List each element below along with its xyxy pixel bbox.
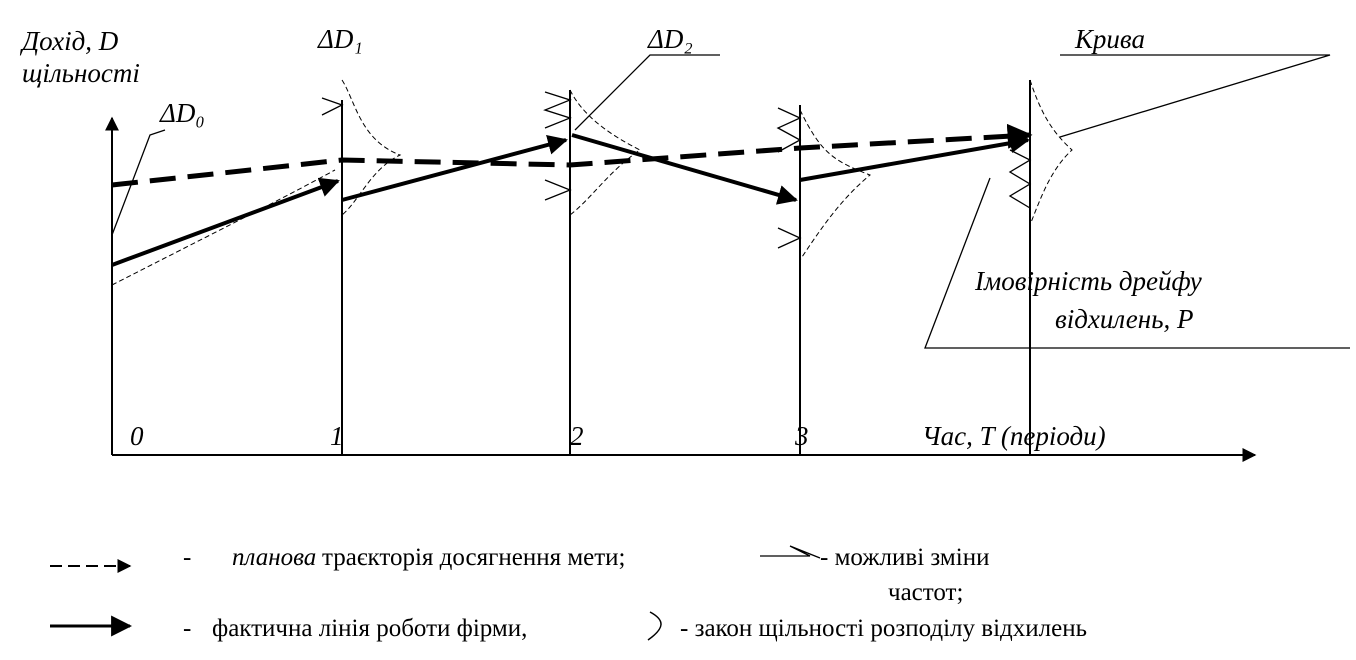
probability-label: Імовірність дрейфу <box>974 266 1202 296</box>
density-curves <box>111 79 1073 286</box>
pointer-lines <box>111 54 1350 349</box>
delta-label: ΔD₀ <box>159 98 205 128</box>
legend-changes: - можливі зміни <box>820 544 989 571</box>
legend-dash: - <box>183 544 191 571</box>
period-label: 2 <box>570 421 584 451</box>
legend-changes-cont: частот; <box>888 579 963 606</box>
delta-label: ΔD₂ <box>647 24 693 54</box>
period-label: 0 <box>130 421 144 451</box>
period-label: 1 <box>330 421 344 451</box>
period-label: 3 <box>794 421 809 451</box>
curve-word: Крива <box>1074 24 1145 54</box>
planned-trajectory <box>111 123 1033 188</box>
legend-zigzag <box>760 545 821 559</box>
delta-label: ΔD₁ <box>317 24 363 54</box>
zigzag-arrows <box>321 91 1032 249</box>
legend-dash: - <box>183 615 191 642</box>
density-word: щільності <box>22 58 140 88</box>
legend-density-law: - закон щільності розподілу відхилень <box>680 615 1087 642</box>
y-axis-label: Дохід, D <box>19 26 119 56</box>
probability-label: відхилень, P <box>1055 304 1193 334</box>
legend: - планова траєкторія досягнення мети; - … <box>50 544 1087 642</box>
legend-density-icon <box>647 611 662 641</box>
actual-line <box>111 133 1030 267</box>
legend-actual: фактична лінія роботи фірми, <box>212 615 527 642</box>
x-axis-label: Час, T (періоди) <box>922 421 1106 451</box>
legend-planned-text: траєкторія досягнення мети; <box>322 544 626 571</box>
legend-planned: планова <box>232 544 316 571</box>
